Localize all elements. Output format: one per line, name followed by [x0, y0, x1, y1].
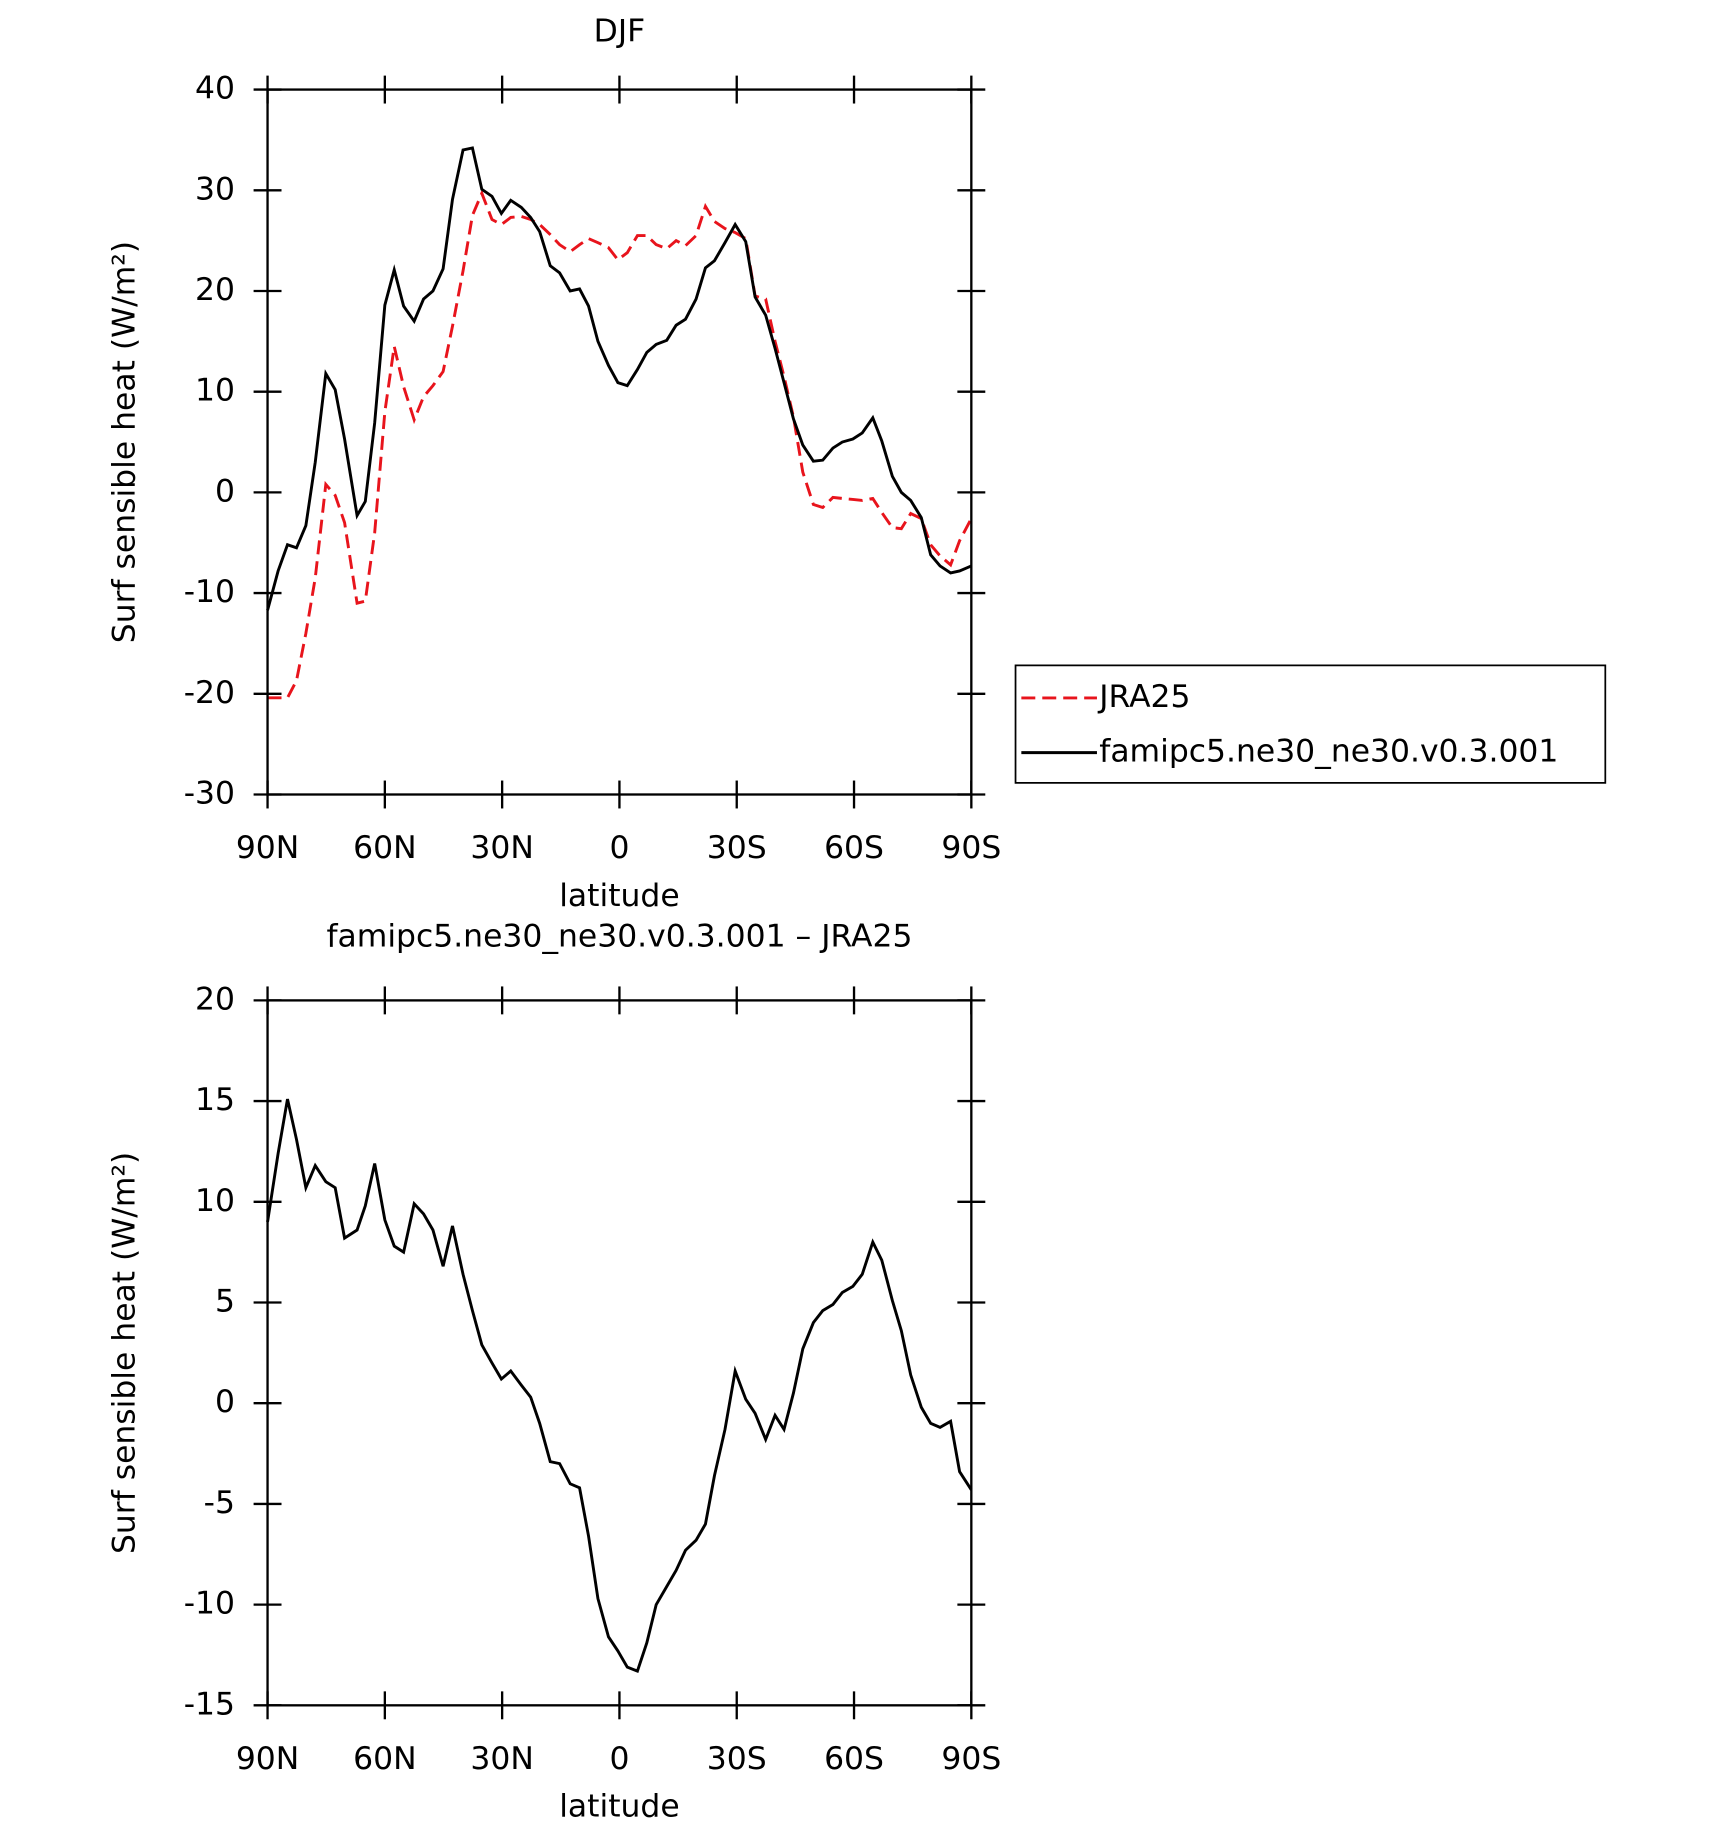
x-tick-label: 30N: [470, 1741, 533, 1777]
x-tick-label: 0: [609, 1741, 629, 1777]
data-line: [266, 146, 972, 611]
y-tick-label: 5: [215, 1284, 235, 1320]
x-axis-label: latitude: [559, 878, 679, 914]
y-tick-label: -20: [184, 675, 235, 711]
y-tick-label: 10: [195, 373, 235, 409]
chart-title: famipc5.ne30_ne30.v0.3.001 – JRA25: [326, 919, 912, 955]
plot-frame: [266, 88, 973, 796]
x-axis-label: latitude: [559, 1789, 679, 1822]
y-axis-label: Surf sensible heat (W/m²): [107, 241, 143, 643]
y-tick-label: 30: [195, 171, 235, 207]
y-tick-label: -10: [184, 574, 235, 610]
y-tick-label: 20: [195, 981, 235, 1017]
y-tick-label: -10: [184, 1586, 235, 1622]
x-tick-label: 60N: [353, 1741, 416, 1777]
x-tick-label: 30S: [707, 1741, 767, 1777]
y-tick-label: -30: [184, 776, 235, 812]
y-axis-label: Surf sensible heat (W/m²): [107, 1152, 143, 1554]
x-tick-label: 60S: [824, 830, 884, 866]
x-tick-label: 60S: [824, 1741, 884, 1777]
x-tick-label: 90N: [236, 1741, 299, 1777]
chart-title: DJF: [594, 14, 646, 50]
x-tick-label: 30S: [707, 830, 767, 866]
x-tick-label: 90N: [236, 830, 299, 866]
legend-label: famipc5.ne30_ne30.v0.3.001: [1099, 734, 1558, 770]
y-tick-label: -5: [204, 1485, 235, 1521]
x-tick-label: 0: [609, 830, 629, 866]
y-tick-label: 20: [195, 272, 235, 308]
y-tick-label: 10: [195, 1183, 235, 1219]
legend-label: JRA25: [1097, 679, 1190, 715]
x-tick-label: 90S: [941, 1741, 1001, 1777]
y-tick-label: 40: [195, 71, 235, 107]
x-tick-label: 60N: [353, 830, 416, 866]
data-line: [266, 1098, 973, 1674]
y-tick-label: 0: [215, 1384, 235, 1420]
legend: JRA25 famipc5.ne30_ne30.v0.3.001: [1014, 664, 1607, 784]
y-tick-label: 15: [195, 1082, 235, 1118]
data-line: [267, 189, 973, 700]
legend-box: [1014, 664, 1607, 784]
y-tick-label: 0: [215, 473, 235, 509]
plot-frame: [266, 999, 973, 1707]
y-tick-label: -15: [184, 1686, 235, 1722]
x-tick-label: 90S: [941, 830, 1001, 866]
x-tick-label: 30N: [470, 830, 533, 866]
